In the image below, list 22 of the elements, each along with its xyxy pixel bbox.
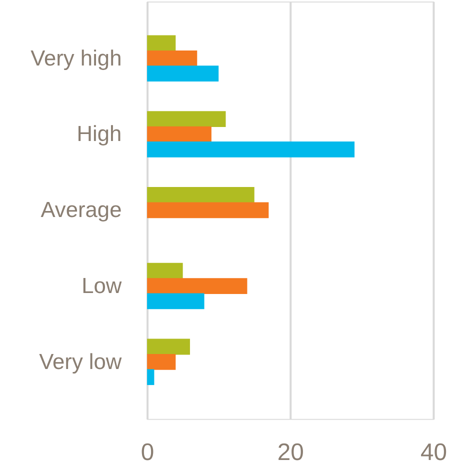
bar: [147, 202, 269, 218]
y-tick-label: Low: [82, 272, 122, 298]
bar: [147, 35, 176, 52]
bar: [147, 126, 212, 142]
y-tick-label: High: [76, 121, 122, 146]
bar: [147, 293, 204, 310]
bar: [147, 338, 190, 355]
bar: [147, 111, 226, 128]
y-tick-label: Very high: [30, 45, 122, 70]
bar: [147, 50, 198, 66]
bar: [147, 262, 183, 279]
y-tick-label: Very low: [39, 348, 122, 374]
bar: [147, 369, 154, 386]
x-tick-label: 0: [140, 439, 154, 466]
bar: [147, 354, 176, 370]
x-tick-label: 20: [277, 439, 304, 466]
y-tick-label: Average: [40, 197, 122, 222]
bar: [147, 66, 219, 82]
x-tick-label: 40: [420, 439, 447, 466]
bar: [147, 278, 248, 294]
bar: [147, 142, 355, 158]
bar: [147, 187, 254, 203]
